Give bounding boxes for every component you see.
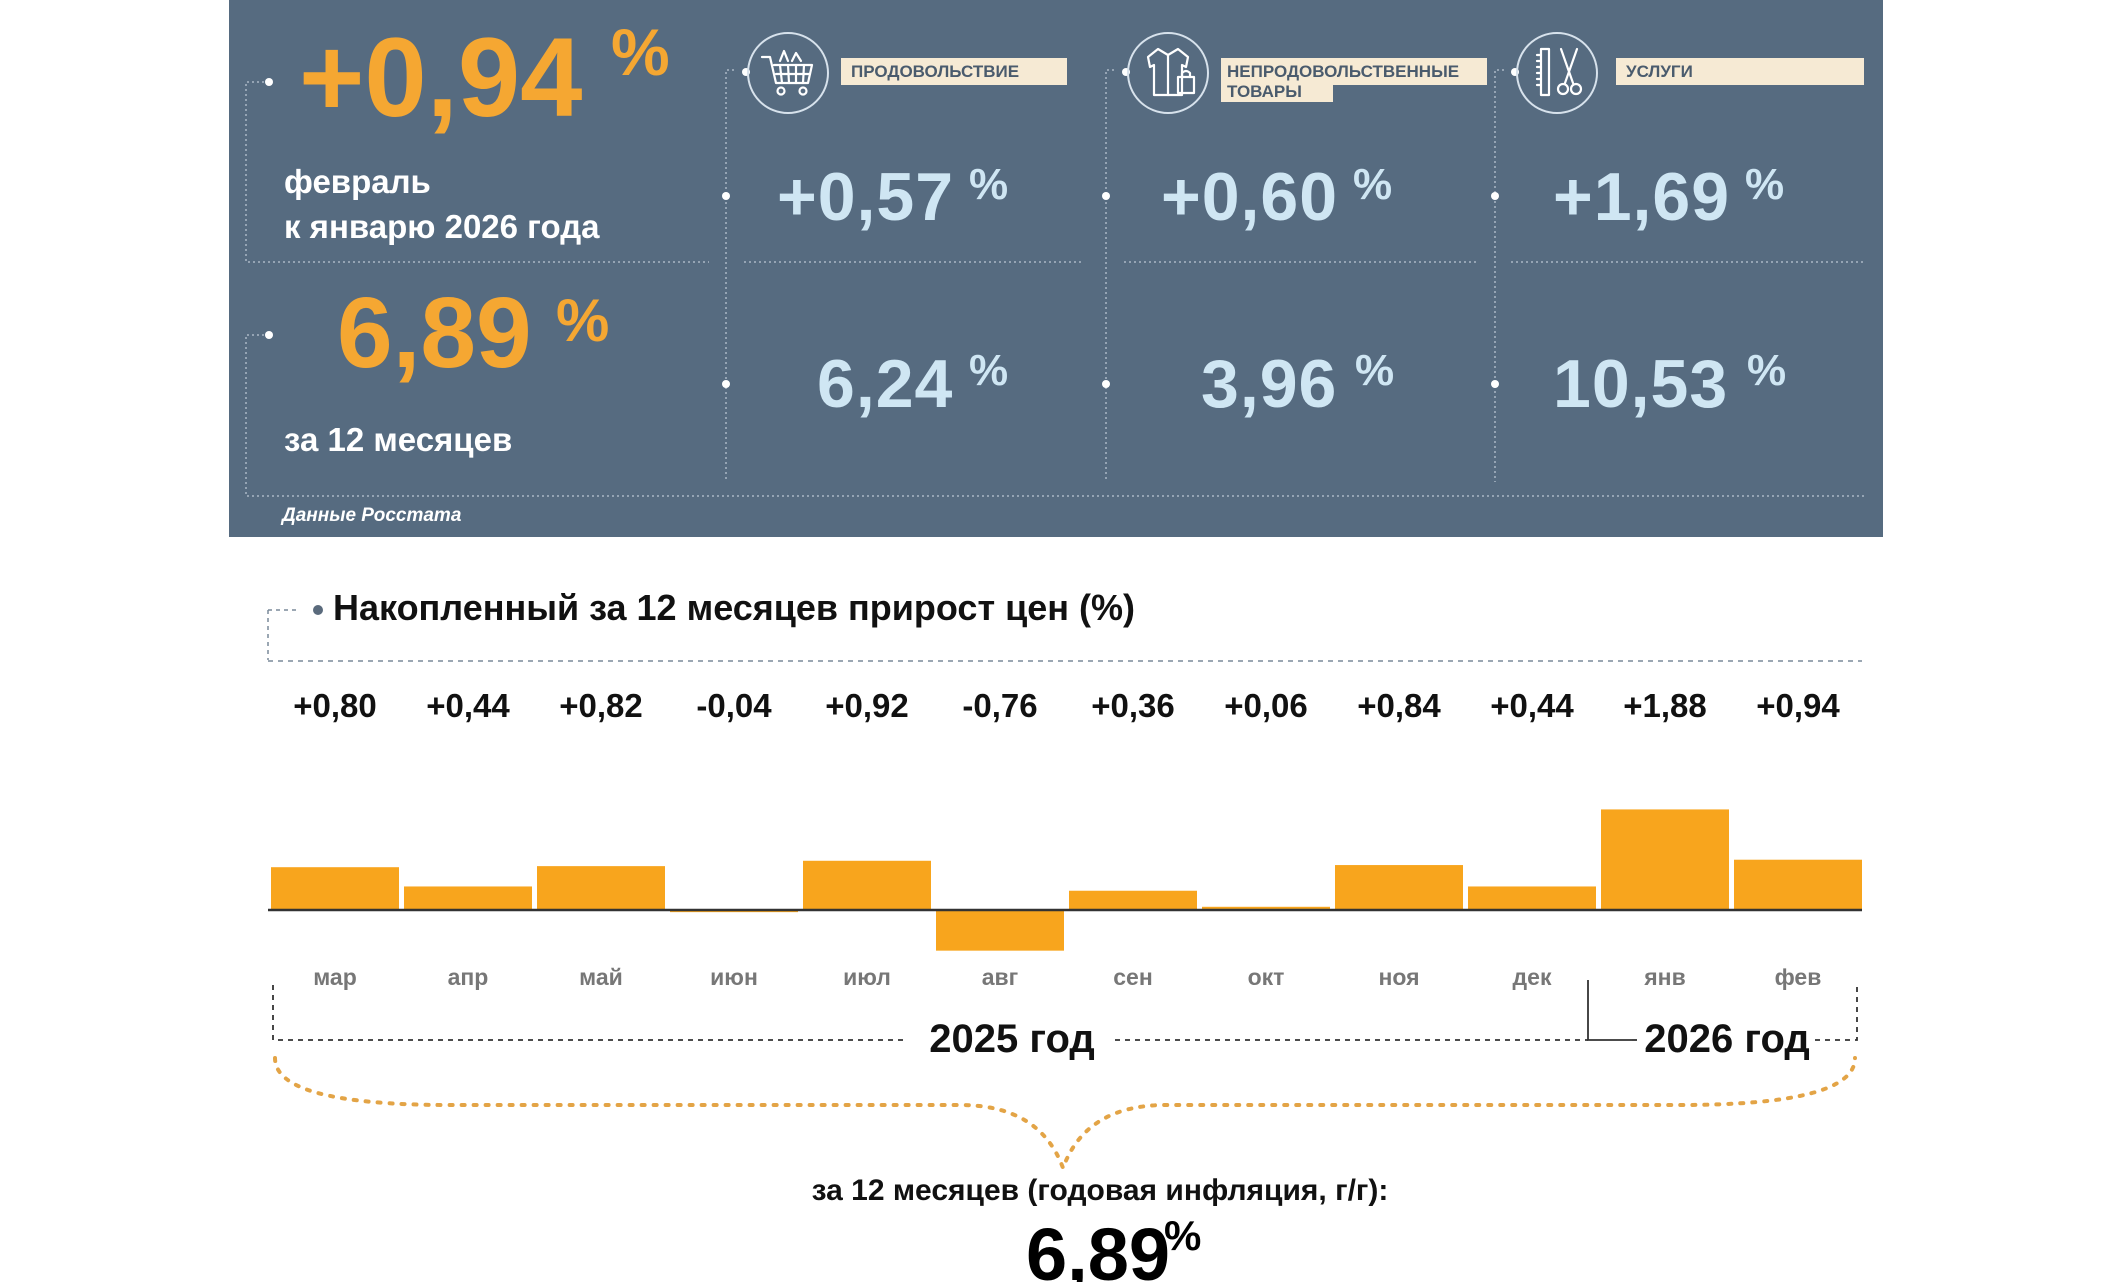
month-label-ноя: ноя [1378,964,1419,990]
month-label-окт: окт [1248,964,1285,990]
bar-мар [271,867,399,910]
annual-inflation-pct: % [556,287,610,354]
bar-ноя [1335,865,1463,910]
month-label-июл: июл [843,964,891,990]
food-monthly-value: +0,57 [777,159,955,235]
panel-dotted-guides [245,68,1864,497]
chart-title: Накопленный за 12 месяцев прирост цен (%… [333,587,1135,628]
month-label-дек: дек [1513,964,1552,990]
monthly-inflation-value: +0,94 [299,15,583,140]
summary-value: 6,89 [1026,1213,1170,1282]
month-label-янв: янв [1643,964,1685,990]
value-label-ноя: +0,84 [1357,687,1441,724]
bars [271,809,1862,951]
nonfood-monthly-pct: % [1353,160,1393,209]
summary-brace [273,1056,1857,1174]
value-label-авг: -0,76 [962,687,1037,724]
nonfood-annual-value: 3,96 [1201,346,1338,422]
title-bullet [313,605,323,615]
shopping-cart-icon [746,31,830,115]
month-label-мар: мар [313,964,357,990]
value-label-май: +0,82 [559,687,643,724]
bar-май [537,866,665,910]
year-label-2025: 2025 год [929,1017,1095,1061]
bar-апр [404,886,532,910]
value-label-окт: +0,06 [1224,687,1308,724]
bar-дек [1468,886,1596,910]
category-label-services: УСЛУГИ [1616,58,1864,85]
summary-caption: за 12 месяцев (годовая инфляция, г/г): [812,1174,1389,1207]
month-label-сен: сен [1113,964,1152,990]
value-label-апр: +0,44 [426,687,510,724]
category-label-food: ПРОДОВОЛЬСТВИЕ [841,58,1067,85]
food-annual-pct: % [969,346,1009,395]
value-label-мар: +0,80 [293,687,377,724]
value-label-дек: +0,44 [1490,687,1574,724]
month-label-фев: фев [1775,964,1822,990]
year-brackets [272,980,1858,1041]
year-label-2026: 2026 год [1644,1017,1810,1061]
month-label-май: май [579,964,623,990]
value-label-янв: +1,88 [1623,687,1707,724]
data-source: Данные Росстата [282,505,462,526]
category-label-nonfood-line2: ТОВАРЫ [1221,81,1333,102]
monthly-inflation-pct: % [611,15,670,89]
bar-янв [1601,809,1729,910]
value-label-сен: +0,36 [1091,687,1175,724]
bar-июл [803,860,931,910]
month-label-авг: авг [982,964,1019,990]
category-label-nonfood: НЕПРОДОВОЛЬСТВЕННЫЕ [1221,58,1487,85]
services-annual-value: 10,53 [1553,346,1729,422]
month-label-апр: апр [448,964,489,990]
food-monthly-pct: % [969,160,1009,209]
value-labels: +0,80 +0,44 +0,82 -0,04 +0,92 -0,76 +0,36 +0,06… [293,687,1840,724]
bar-окт [1202,906,1330,910]
clothes-icon [1126,31,1210,115]
services-monthly-value: +1,69 [1553,159,1731,235]
nonfood-monthly-value: +0,60 [1161,159,1339,235]
month-labels: мар апр май июн июл авг сен окт ноя дек янв фев [313,964,1821,990]
services-annual-pct: % [1747,346,1787,395]
bar-авг [936,910,1064,951]
monthly-caption-line1: февраль [284,163,431,200]
monthly-caption-line2: к январю 2026 года [284,208,600,245]
scissors-comb-icon [1515,31,1599,115]
services-monthly-pct: % [1745,160,1785,209]
month-label-июн: июн [710,964,758,990]
value-label-июн: -0,04 [696,687,772,724]
summary-pct: % [1164,1212,1201,1259]
summary-panel: +0,94 % февраль к январю 2026 года 6,89 … [229,0,1883,537]
value-label-фев: +0,94 [1756,687,1840,724]
food-annual-value: 6,24 [817,346,954,422]
annual-inflation-value: 6,89 [337,277,532,389]
value-label-июл: +0,92 [825,687,909,724]
nonfood-annual-pct: % [1355,346,1395,395]
bar-сен [1069,890,1197,910]
bar-фев [1734,859,1862,910]
category-label-nonfood-line1: НЕПРОДОВОЛЬСТВЕННЫЕ [1227,62,1460,81]
annual-caption: за 12 месяцев [284,421,513,458]
